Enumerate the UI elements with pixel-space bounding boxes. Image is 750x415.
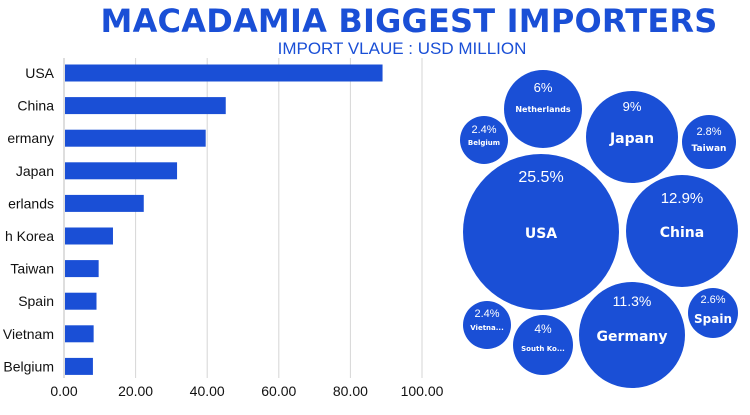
bubble [513, 315, 573, 375]
grid-lines [63, 58, 423, 378]
x-tick-label: 40.00 [190, 383, 225, 399]
bar [65, 194, 144, 212]
x-tick-label: 80.00 [333, 383, 368, 399]
bubble [463, 154, 619, 310]
bubble-category-label: Taiwan [692, 144, 727, 154]
bubble-category-label: Spain [694, 312, 732, 326]
bar [65, 292, 97, 310]
category-label: Vietnam [3, 326, 54, 342]
bar [65, 129, 206, 147]
bubble-value-label: 2.8% [696, 126, 721, 138]
category-label: h Korea [5, 228, 54, 244]
bubble [579, 282, 685, 388]
category-label: Japan [16, 163, 54, 179]
category-labels: USA China ermany Japan erlands h Korea Taiwan S… [3, 65, 55, 374]
bubble-value-label: 2.4% [474, 308, 499, 320]
category-label: China [17, 98, 54, 114]
bubble [460, 116, 508, 164]
category-label: Spain [18, 293, 54, 309]
bubble-value-label: 25.5% [518, 169, 563, 186]
category-label: Belgium [3, 358, 54, 374]
category-label: erlands [8, 195, 54, 211]
bubble-chart: 25.5% USA 12.9% China 11.3% Germany 9% Japan 6% N… [460, 70, 738, 388]
bubble-value-label: 12.9% [661, 190, 704, 207]
bubble-category-label: Japan [609, 131, 654, 147]
bubble [586, 91, 678, 183]
x-tick-label: 60.00 [261, 383, 296, 399]
bar [65, 97, 226, 115]
bar [65, 227, 113, 245]
bar [65, 357, 93, 375]
bubble [463, 301, 511, 349]
bubble-value-label: 9% [623, 99, 642, 114]
bar-series [65, 64, 383, 375]
bar [65, 162, 178, 180]
bar [65, 325, 94, 343]
bubble-category-label: China [660, 225, 704, 241]
bubble-value-label: 6% [534, 80, 553, 95]
bubble [688, 288, 738, 338]
bubble-category-label: South Ko... [521, 345, 565, 353]
chart-subtitle: IMPORT VLAUE : USD MILLION [277, 39, 527, 58]
bubble [626, 175, 738, 287]
category-label: Taiwan [10, 261, 54, 277]
x-axis-ticks: 0.00 20.00 40.00 60.00 80.00 100.00 [50, 383, 443, 399]
bar [65, 64, 383, 82]
bubble-category-label: Belgium [468, 139, 500, 147]
bubble-value-label: 4% [534, 322, 552, 336]
bubble-value-label: 2.6% [700, 294, 725, 306]
bubble-category-label: Netherlands [515, 105, 571, 114]
x-tick-label: 0.00 [50, 383, 77, 399]
bubble [504, 70, 582, 148]
category-label: ermany [7, 130, 54, 146]
category-label: USA [25, 65, 54, 81]
bar [65, 260, 99, 278]
bubble-value-label: 11.3% [613, 293, 652, 309]
bubble-category-label: USA [525, 226, 557, 242]
bubble-value-label: 2.4% [471, 124, 496, 136]
bubble-category-label: Germany [596, 329, 667, 345]
x-tick-label: 20.00 [118, 383, 153, 399]
x-tick-label: 100.00 [401, 383, 444, 399]
bubble [682, 115, 736, 169]
chart-title: MACADAMIA BIGGEST IMPORTERS [100, 2, 718, 40]
bubble-category-label: Vietna... [470, 324, 503, 332]
